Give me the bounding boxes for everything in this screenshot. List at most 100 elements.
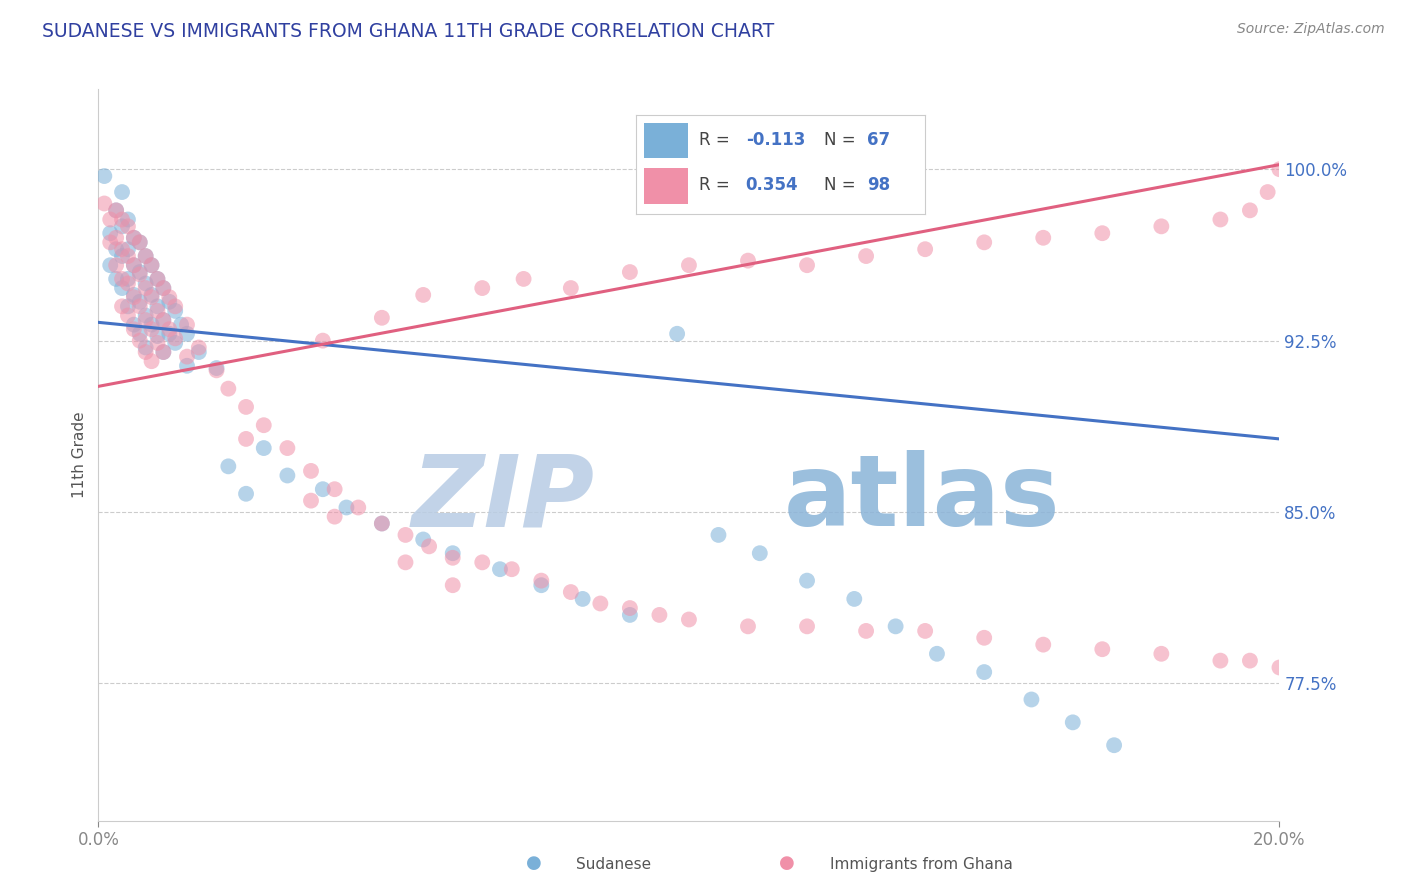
Point — [93, 169, 115, 183]
Point — [1268, 162, 1291, 177]
Point — [914, 624, 936, 638]
Point — [122, 322, 145, 336]
Point — [128, 235, 150, 250]
Point — [253, 418, 276, 433]
Point — [176, 326, 198, 341]
Point — [299, 493, 322, 508]
Text: ZIP: ZIP — [412, 450, 595, 548]
Point — [371, 516, 394, 531]
Point — [973, 631, 995, 645]
Point — [157, 290, 180, 304]
Point — [122, 231, 145, 245]
Point — [146, 335, 169, 350]
Point — [589, 597, 612, 611]
FancyBboxPatch shape — [644, 168, 688, 203]
Point — [176, 359, 198, 373]
Point — [666, 326, 689, 341]
Point — [217, 382, 239, 396]
Text: Source: ZipAtlas.com: Source: ZipAtlas.com — [1237, 22, 1385, 37]
Point — [98, 226, 121, 240]
Point — [122, 288, 145, 302]
Point — [335, 500, 357, 515]
Point — [117, 272, 139, 286]
Point — [141, 288, 163, 302]
Point — [141, 258, 163, 272]
Point — [1091, 642, 1114, 657]
Point — [93, 196, 115, 211]
Point — [111, 219, 134, 234]
Point — [111, 242, 134, 256]
Point — [235, 487, 257, 501]
Point — [157, 294, 180, 309]
Point — [418, 540, 440, 554]
Point — [299, 464, 322, 478]
Point — [855, 249, 877, 263]
Point — [855, 624, 877, 638]
Point — [1209, 212, 1232, 227]
Point — [925, 647, 948, 661]
Point — [796, 258, 818, 272]
Point — [98, 235, 121, 250]
Point — [235, 400, 257, 414]
Point — [152, 345, 174, 359]
Point — [176, 318, 198, 332]
Text: atlas: atlas — [783, 450, 1060, 548]
Point — [619, 265, 641, 279]
Point — [122, 258, 145, 272]
Point — [135, 281, 157, 295]
Point — [157, 322, 180, 336]
Point — [146, 299, 169, 313]
Point — [748, 546, 770, 560]
Point — [135, 277, 157, 291]
Point — [371, 516, 394, 531]
Point — [471, 555, 494, 569]
Point — [141, 318, 163, 332]
Point — [111, 272, 134, 286]
Point — [117, 277, 139, 291]
Point — [619, 601, 641, 615]
Point — [489, 562, 512, 576]
Text: N =: N = — [824, 177, 860, 194]
Point — [152, 313, 174, 327]
Text: Immigrants from Ghana: Immigrants from Ghana — [830, 857, 1012, 871]
Point — [117, 299, 139, 313]
Point — [152, 313, 174, 327]
Point — [441, 546, 464, 560]
Point — [165, 331, 187, 345]
Point — [111, 212, 134, 227]
Point — [1021, 692, 1043, 706]
Point — [1239, 203, 1261, 218]
Point — [276, 468, 298, 483]
Point — [312, 334, 335, 348]
Point — [165, 304, 187, 318]
Point — [128, 265, 150, 279]
Point — [152, 345, 174, 359]
Point — [973, 665, 995, 679]
Point — [1102, 738, 1125, 752]
Point — [678, 612, 700, 626]
Point — [441, 578, 464, 592]
Text: Sudanese: Sudanese — [576, 857, 651, 871]
Point — [973, 235, 995, 250]
Point — [111, 299, 134, 313]
Point — [141, 322, 163, 336]
Point — [737, 619, 759, 633]
Point — [146, 304, 169, 318]
Point — [141, 258, 163, 272]
Text: ●: ● — [526, 854, 543, 871]
Point — [796, 619, 818, 633]
Point — [844, 591, 866, 606]
Point — [678, 258, 700, 272]
Point — [1268, 660, 1291, 674]
Point — [128, 334, 150, 348]
Text: R =: R = — [699, 131, 735, 149]
Point — [312, 482, 335, 496]
Point — [122, 290, 145, 304]
Point — [141, 290, 163, 304]
Point — [176, 350, 198, 364]
Point — [235, 432, 257, 446]
Point — [111, 185, 134, 199]
Point — [98, 258, 121, 272]
Point — [530, 578, 553, 592]
Point — [105, 272, 128, 286]
